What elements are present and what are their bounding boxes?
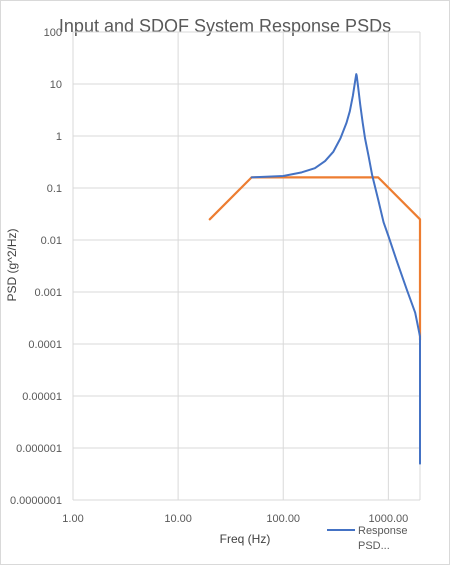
input-psd-series [208, 176, 422, 341]
legend: Response PSD... [327, 525, 408, 552]
series-layer [208, 73, 422, 465]
response-psd-series [250, 73, 421, 465]
x-tick-label: 1000.00 [368, 513, 408, 525]
y-tick-label: 0.01 [41, 235, 62, 247]
y-tick-label: 0.001 [34, 287, 62, 299]
x-axis-ticks: 1.00 10.00 100.00 1000.00 [62, 513, 408, 525]
x-tick-label: 100.00 [266, 513, 300, 525]
y-tick-label: 10 [50, 79, 62, 91]
y-tick-label: 0.0001 [28, 339, 62, 351]
y-tick-label: 0.1 [47, 183, 62, 195]
x-axis-label: Freq (Hz) [220, 532, 271, 546]
y-axis-ticks: 100 10 1 0.1 0.01 0.001 0.0001 0.00001 0.000001 0… [10, 27, 62, 507]
y-tick-label: 0.00001 [22, 391, 62, 403]
y-tick-label: 100 [44, 27, 62, 39]
x-tick-label: 1.00 [62, 513, 83, 525]
x-tick-label: 10.00 [164, 513, 192, 525]
legend-label-line-2: PSD... [358, 540, 390, 552]
legend-label-line-1: Response [358, 525, 408, 537]
chart-title: Input and SDOF System Response PSDs [59, 16, 391, 36]
y-tick-label: 0.0000001 [10, 495, 62, 507]
grid-lines [72, 31, 421, 501]
y-tick-label: 1 [56, 131, 62, 143]
y-axis-label: PSD (g^2/Hz) [5, 229, 19, 302]
y-tick-label: 0.000001 [16, 443, 62, 455]
